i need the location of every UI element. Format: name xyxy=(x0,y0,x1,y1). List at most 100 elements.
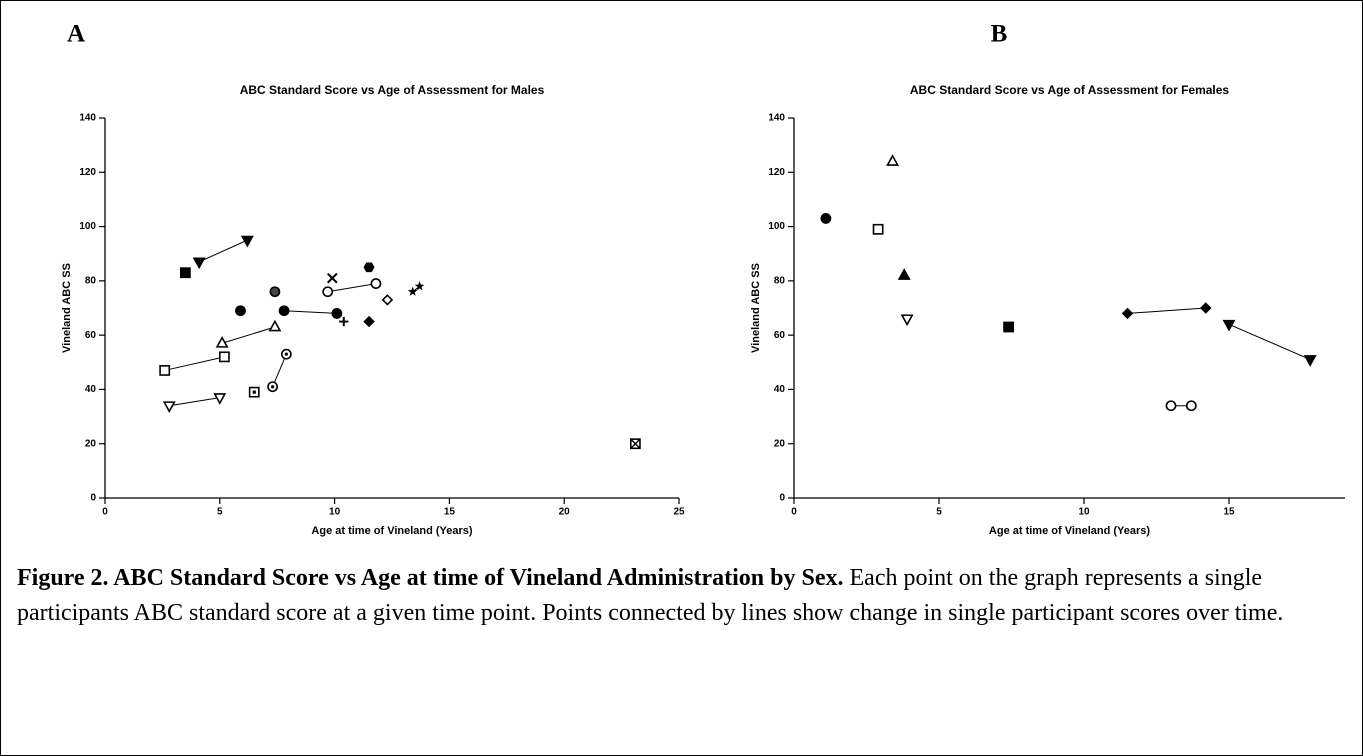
y-tick-label: 20 xyxy=(774,438,786,449)
data-point xyxy=(215,336,229,348)
data-point xyxy=(897,268,911,280)
data-point xyxy=(1165,400,1177,412)
data-point xyxy=(820,213,832,224)
data-point xyxy=(326,272,338,284)
y-axis-label: Vineland ABC SS xyxy=(61,263,73,353)
y-tick-label: 120 xyxy=(79,167,96,178)
marker-shape xyxy=(240,235,254,248)
chart-title: ABC Standard Score vs Age of Assessment … xyxy=(910,83,1230,97)
caption: Figure 2. ABC Standard Score vs Age at t… xyxy=(17,561,1337,631)
data-point xyxy=(159,365,171,376)
marker-shape xyxy=(278,305,290,317)
connector-line xyxy=(164,356,225,371)
marker-shape xyxy=(886,154,900,166)
connector-line xyxy=(169,397,220,407)
data-point xyxy=(363,315,375,328)
data-point xyxy=(414,281,425,291)
charts: A ABC Standard Score vs Age of Assessment… xyxy=(61,21,1345,537)
marker-stroke xyxy=(326,272,338,284)
x-tick-label: 0 xyxy=(791,507,797,518)
data-point xyxy=(1121,307,1134,320)
marker-shape xyxy=(218,351,230,363)
y-tick-label: 140 xyxy=(768,113,785,124)
y-tick-label: 80 xyxy=(85,275,97,286)
y-tick-label: 40 xyxy=(85,384,97,395)
marker-shape xyxy=(872,223,884,235)
marker-shape xyxy=(235,305,246,317)
marker-shape xyxy=(900,314,914,327)
panel-label: B xyxy=(991,21,1008,48)
data-point xyxy=(1003,321,1014,333)
connector-line xyxy=(1127,307,1206,314)
caption-title: Figure 2. ABC Standard Score vs Age at t… xyxy=(17,565,844,591)
marker-shape xyxy=(1222,319,1236,332)
marker-shape xyxy=(1121,307,1134,320)
y-tick-label: 60 xyxy=(774,330,786,341)
marker-dot xyxy=(284,352,288,356)
data-point xyxy=(267,381,279,393)
x-tick-label: 10 xyxy=(1078,507,1090,518)
marker-shape xyxy=(322,286,334,298)
data-point xyxy=(886,154,900,166)
data-point xyxy=(381,294,394,306)
data-point xyxy=(269,286,281,298)
panel-label: A xyxy=(67,21,85,48)
data-point xyxy=(872,223,884,235)
marker-shape xyxy=(381,294,394,306)
x-tick-label: 20 xyxy=(559,507,571,518)
y-tick-label: 20 xyxy=(85,438,97,449)
marker-shape xyxy=(407,286,418,296)
x-tick-label: 15 xyxy=(1223,507,1235,518)
connector-line xyxy=(1228,323,1311,361)
marker-shape xyxy=(1200,302,1212,314)
data-point xyxy=(370,278,382,289)
data-point xyxy=(192,257,206,270)
marker-shape xyxy=(370,278,382,289)
data-point xyxy=(322,286,334,298)
data-point xyxy=(248,386,260,398)
data-point xyxy=(1303,355,1317,367)
x-axis-label: Age at time of Vineland (Years) xyxy=(989,525,1151,537)
data-point xyxy=(218,351,230,363)
marker-shape xyxy=(213,393,227,405)
marker-shape xyxy=(179,267,191,279)
data-point xyxy=(1200,302,1212,314)
marker-shape xyxy=(159,365,171,376)
marker-shape xyxy=(1303,355,1317,367)
y-tick-label: 80 xyxy=(774,275,786,286)
marker-shape xyxy=(363,315,375,328)
connector-line xyxy=(284,310,337,314)
marker-shape xyxy=(363,262,375,273)
data-point xyxy=(1185,400,1197,412)
marker-shape xyxy=(269,286,281,298)
y-axis-label: Vineland ABC SS xyxy=(750,263,762,353)
data-point xyxy=(179,267,191,279)
data-point xyxy=(900,314,914,327)
connector-line xyxy=(327,283,377,293)
x-tick-label: 5 xyxy=(936,507,942,518)
x-tick-label: 25 xyxy=(673,507,685,518)
y-tick-label: 100 xyxy=(768,221,785,232)
y-tick-label: 140 xyxy=(79,113,96,124)
x-tick-label: 5 xyxy=(217,507,223,518)
caption-text: Each point on the graph represents a sin… xyxy=(17,565,1284,626)
data-point xyxy=(240,235,254,248)
connector-line xyxy=(198,239,248,263)
marker-shape xyxy=(820,213,832,224)
x-axis-label: Age at time of Vineland (Years) xyxy=(311,525,473,537)
x-tick-label: 15 xyxy=(444,507,456,518)
marker-dot xyxy=(271,385,275,389)
y-tick-label: 0 xyxy=(90,493,96,504)
connector-line xyxy=(272,353,287,387)
marker-shape xyxy=(215,336,229,348)
data-point xyxy=(1222,319,1236,332)
x-tick-label: 0 xyxy=(102,507,108,518)
marker-stroke xyxy=(630,438,641,449)
data-point xyxy=(339,316,349,327)
data-point xyxy=(363,262,375,273)
data-point xyxy=(407,286,418,296)
data-point xyxy=(162,401,176,413)
connector-line xyxy=(221,326,276,344)
marker-shape xyxy=(1185,400,1197,412)
